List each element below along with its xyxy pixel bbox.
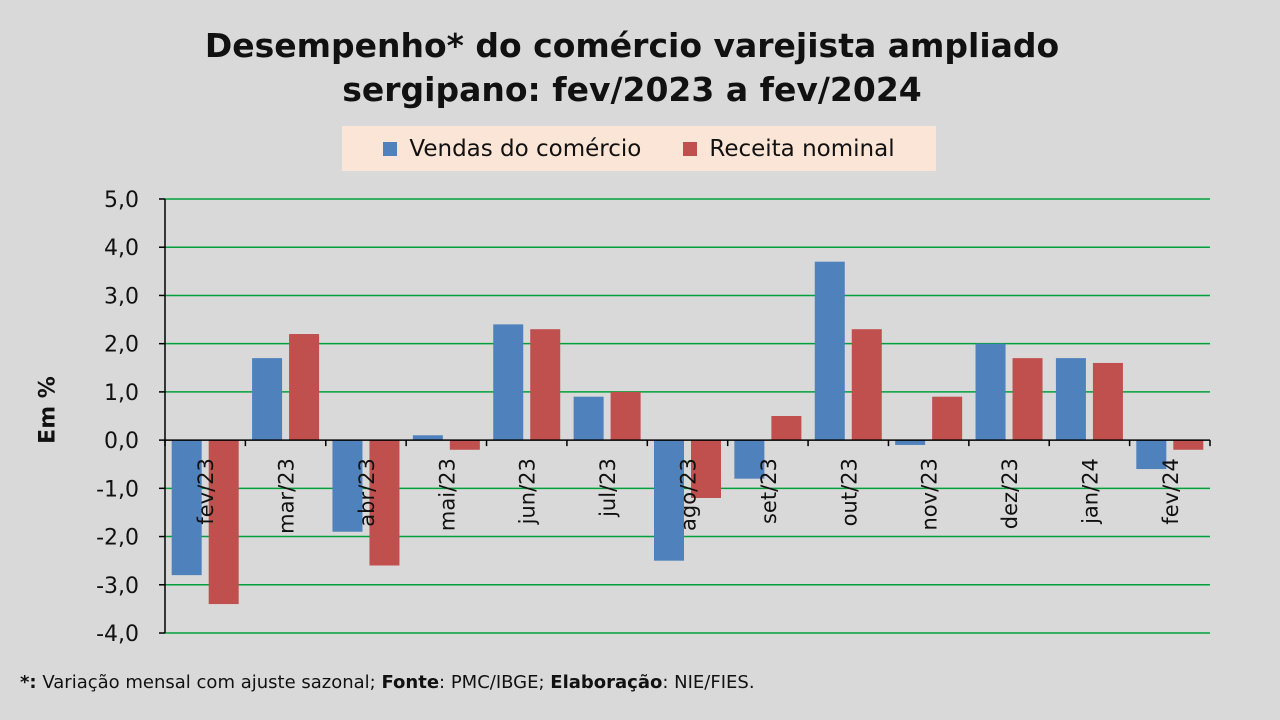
bar-receita-jul-23 [610, 391, 641, 441]
footnote: *: Variação mensal com ajuste sazonal; F… [20, 672, 755, 693]
bar-receita-mai-23 [449, 440, 480, 450]
legend-swatch-vendas [383, 141, 398, 156]
x-tick-label: nov/23 [918, 458, 942, 530]
bar-vendas-fev-23 [171, 440, 202, 576]
bar-vendas-jun-23 [493, 324, 524, 441]
footnote-text-2: : PMC/IBGE; [439, 672, 551, 693]
bar-receita-jun-23 [530, 329, 561, 441]
x-tick-label: set/23 [757, 458, 781, 524]
bar-receita-jan-24 [1092, 362, 1123, 441]
bar-vendas-set-23 [734, 440, 765, 479]
y-tick-label: -4,0 [96, 622, 139, 647]
y-tick-label: 0,0 [104, 429, 139, 454]
y-tick-label: 3,0 [104, 284, 139, 309]
x-tick-label: abr/23 [355, 458, 379, 527]
x-tick-label: out/23 [837, 458, 861, 526]
bar-receita-fev-23 [208, 440, 239, 605]
legend-swatch-receita [683, 141, 698, 156]
x-tick-label: ago/23 [677, 458, 701, 531]
x-tick-label: fev/24 [1159, 458, 1183, 525]
bar-vendas-ago-23 [654, 440, 684, 561]
bar-receita-ago-23 [691, 440, 721, 498]
y-tick-label: 1,0 [104, 381, 139, 406]
bar-vendas-mai-23 [412, 435, 443, 441]
legend-item-vendas: Vendas do comércio [383, 136, 641, 162]
y-tick-label: -3,0 [96, 574, 139, 599]
y-tick-label: 4,0 [104, 236, 139, 261]
chart-title-line-1: Desempenho* do comércio varejista amplia… [204, 26, 1060, 65]
y-tick-label: -2,0 [96, 526, 139, 551]
bar-vendas-jan-24 [1055, 358, 1086, 441]
bar-receita-abr-23 [369, 440, 400, 566]
x-tick-label: jul/23 [596, 458, 620, 518]
x-tick-label: jun/23 [516, 458, 540, 525]
x-tick-label: fev/23 [194, 458, 218, 525]
bar-receita-nov-23 [932, 396, 963, 441]
footnote-text-3: : NIE/FIES. [662, 672, 755, 693]
footnote-elaboracao-label: Elaboração [550, 672, 663, 693]
x-tick-label: dez/23 [998, 458, 1022, 529]
y-tick-label: 2,0 [104, 333, 139, 358]
footnote-fonte-label: Fonte [381, 672, 440, 693]
footnote-text-1: Variação mensal com ajuste sazonal; [36, 672, 382, 693]
y-tick-label: -1,0 [96, 477, 139, 502]
x-tick-label: jan/24 [1078, 458, 1102, 525]
legend-label-receita: Receita nominal [709, 135, 895, 162]
bar-vendas-jul-23 [573, 396, 604, 441]
bar-vendas-mar-23 [252, 358, 283, 441]
bar-receita-out-23 [851, 329, 882, 441]
bar-vendas-nov-23 [895, 440, 926, 445]
legend-item-receita: Receita nominal [683, 135, 895, 162]
legend-label-vendas: Vendas do comércio [409, 135, 642, 162]
bar-receita-fev-24 [1173, 440, 1204, 450]
footnote-star: *: [20, 672, 37, 693]
chart-title: Desempenho* do comércio varejista amplia… [0, 24, 1264, 112]
bar-vendas-out-23 [814, 261, 845, 441]
y-tick-label: 5,0 [104, 188, 139, 213]
bar-receita-mar-23 [289, 334, 320, 441]
chart-title-line-2: sergipano: fev/2023 a fev/2024 [342, 70, 922, 109]
bar-vendas-abr-23 [332, 440, 363, 532]
bar-vendas-fev-24 [1136, 440, 1167, 470]
bar-vendas-dez-23 [975, 343, 1006, 441]
bar-receita-dez-23 [1012, 358, 1043, 441]
x-tick-label: mar/23 [275, 458, 299, 534]
bar-receita-set-23 [771, 416, 802, 441]
x-tick-label: mai/23 [435, 458, 459, 531]
legend: Vendas do comércio Receita nominal [342, 126, 936, 171]
